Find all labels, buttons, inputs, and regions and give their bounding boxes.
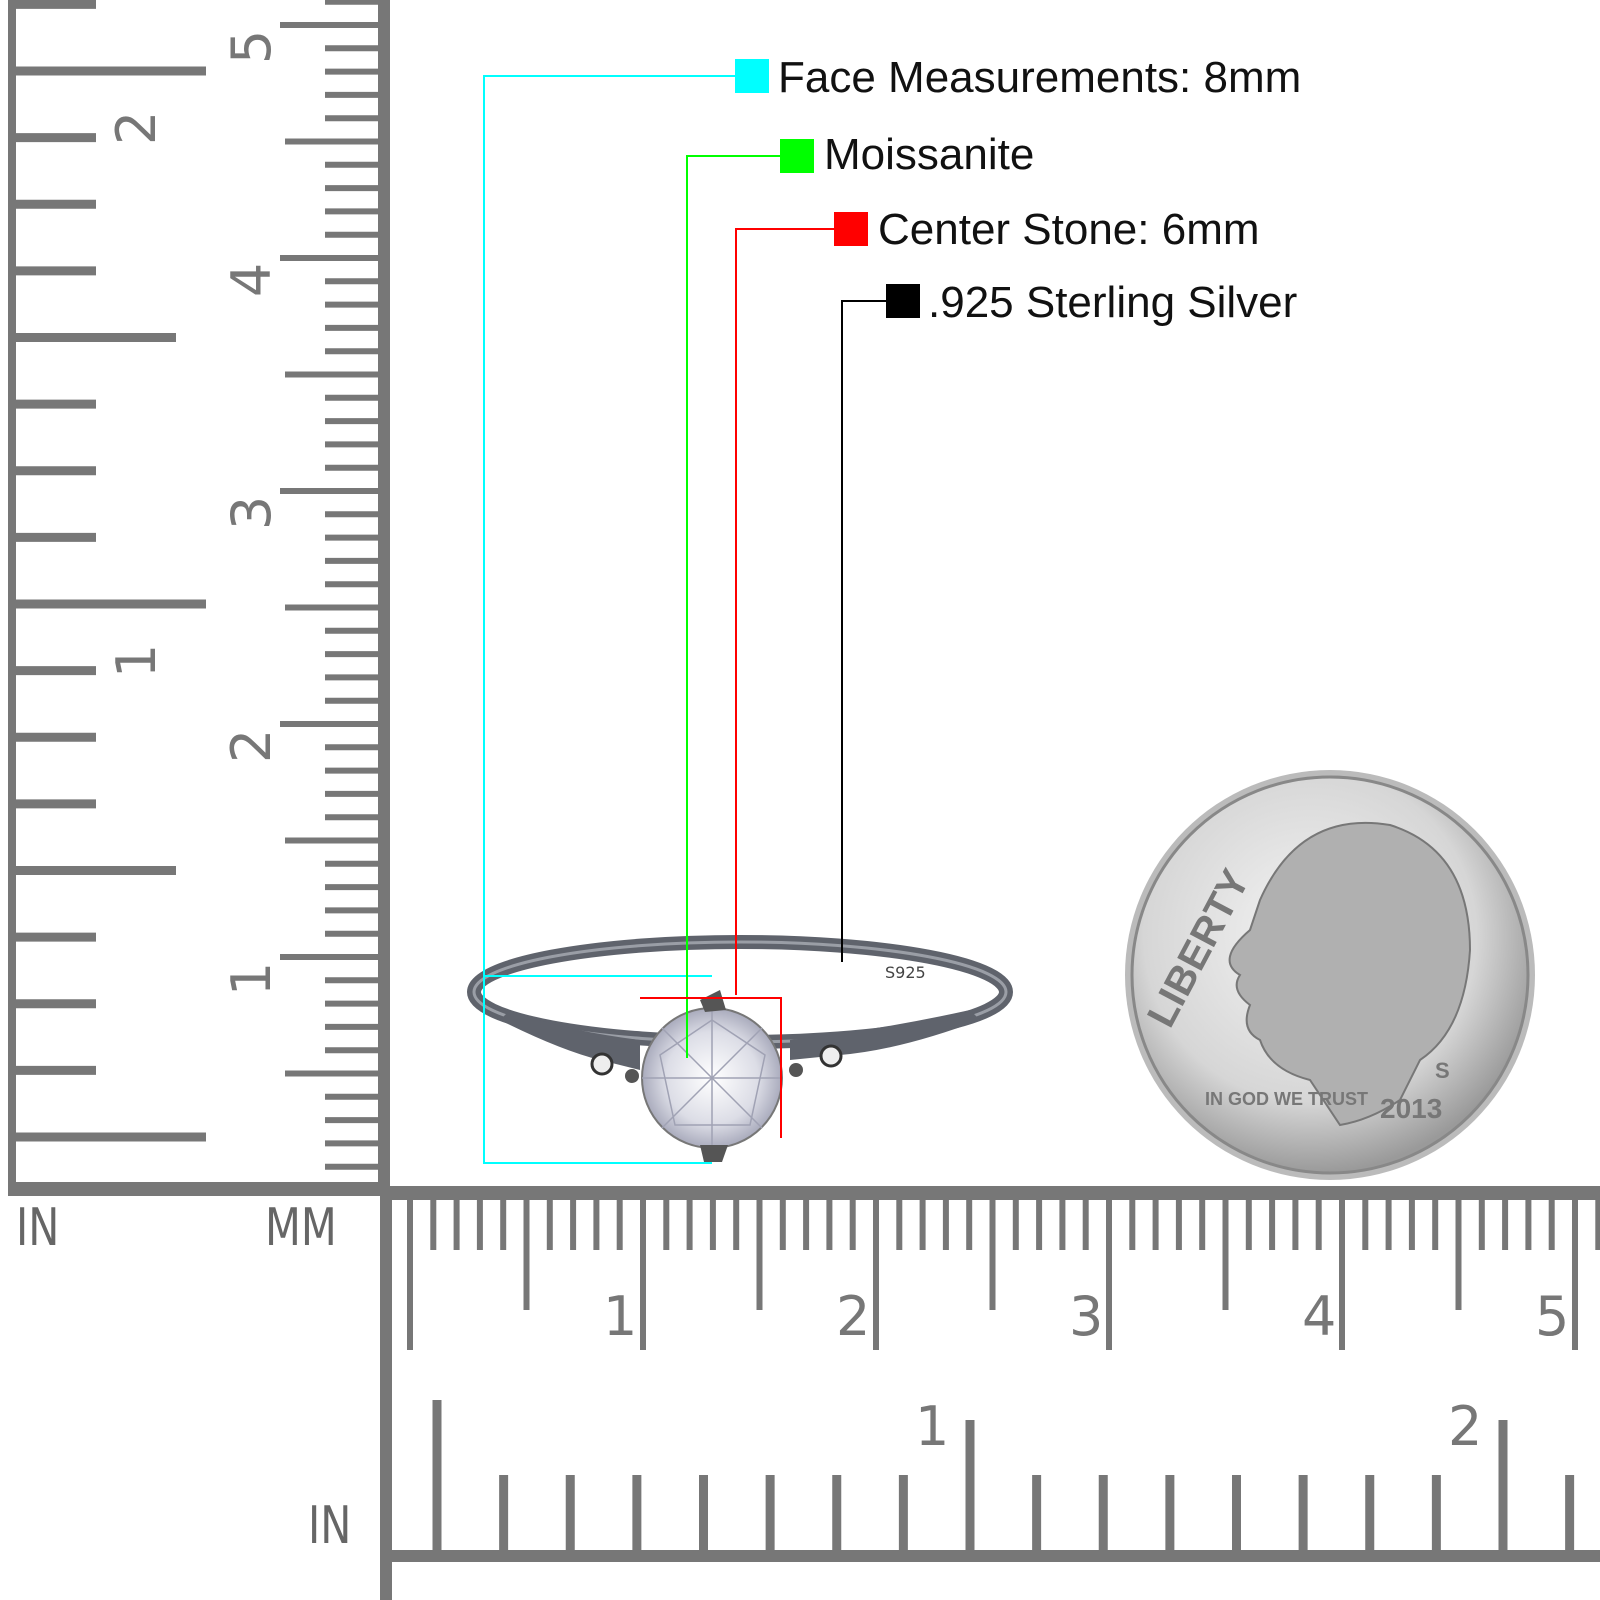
horizontal-ruler-top-edge [390,1186,1600,1200]
side-stone-right [819,1044,843,1068]
legend-swatch-red [834,212,868,246]
legend-center-stone: Center Stone: 6mm [878,205,1260,254]
prong-top [700,990,726,1012]
vertical-ruler-mm-edge [378,0,390,1195]
legend-swatch-green [780,139,814,173]
center-stone-box [640,997,782,1138]
horizontal-mm-number: 5 [1535,1285,1570,1348]
stone-facets [642,1008,782,1148]
rulers [8,0,1600,1600]
vertical-ruler-left-edge [8,0,16,1195]
horizontal-mm-number: 2 [836,1285,871,1348]
vertical-inch-number: 2 [105,110,169,146]
horizontal-ruler-left-edge [380,1186,392,1600]
horizontal-inch-number: 1 [915,1395,950,1458]
horizontal-mm-number: 1 [603,1285,638,1348]
bead-left [625,1069,639,1083]
horizontal-ruler-bottom-edge [380,1550,1600,1562]
vertical-inch-number: 1 [105,643,169,679]
legend-swatch-cyan [735,59,769,93]
vertical-mm-number: 5 [220,29,284,65]
vertical-mm-number: 3 [220,495,284,531]
horizontal-inch-label: IN [308,1496,352,1556]
silver-leader [841,300,886,962]
vertical-inch-label: IN [16,1198,60,1258]
coin-motto: IN GOD WE TRUST [1205,1089,1368,1109]
face-leader [483,75,735,1164]
coin-year: 2013 [1380,1093,1442,1124]
legend-moissanite: Moissanite [824,130,1035,179]
coin-portrait [1228,821,1472,1127]
center-stone-leader [735,228,834,995]
legend-face-measurements: Face Measurements: 8mm [778,53,1302,102]
moissanite-leader [686,155,780,1058]
legend-swatch-black [886,284,920,318]
horizontal-mm-number: 4 [1302,1285,1337,1348]
dime-coin: LIBERTY IN GOD WE TRUST 2013 S [1125,770,1535,1180]
legend-leader-lines [483,75,886,1164]
vertical-mm-number: 1 [220,961,284,997]
vertical-mm-number: 4 [220,262,284,298]
coin-mint-mark: S [1435,1058,1450,1083]
horizontal-mm-number: 3 [1069,1285,1104,1348]
horizontal-inch-number: 2 [1448,1395,1483,1458]
prong-bottom [700,1145,728,1162]
bead-right [789,1063,803,1077]
side-stone-left [590,1052,614,1076]
ring-stamp: S925 [885,963,926,982]
vertical-mm-number: 2 [220,728,284,764]
ring: S925 [467,935,1013,1162]
vertical-mm-label: MM [265,1198,337,1258]
ring-shoulder-left [500,1010,640,1070]
legend-sterling-silver: .925 Sterling Silver [928,278,1298,327]
